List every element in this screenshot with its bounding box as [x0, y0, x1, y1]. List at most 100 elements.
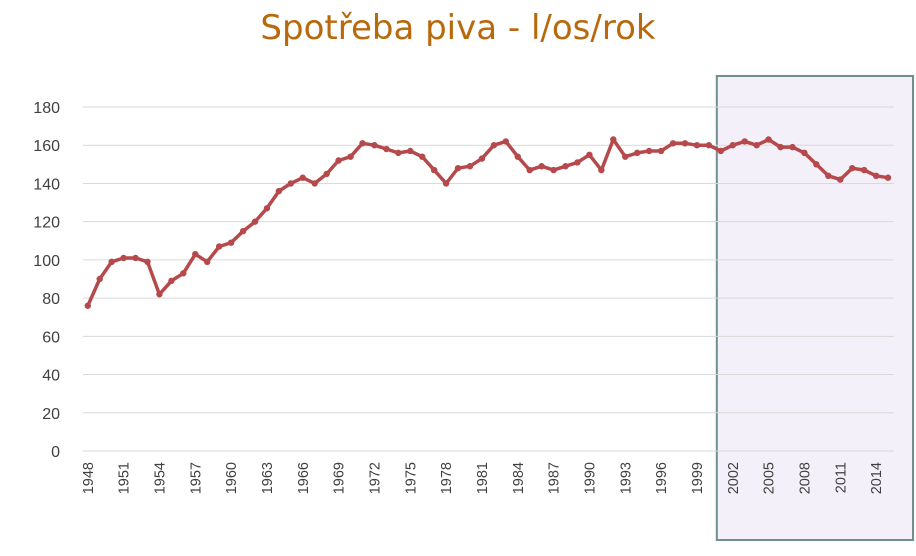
- y-tick-label: 60: [42, 329, 60, 346]
- data-point: [180, 270, 187, 277]
- data-point: [514, 153, 521, 160]
- x-tick-label: 1954: [152, 462, 168, 494]
- data-point: [407, 147, 414, 155]
- data-point: [371, 142, 378, 149]
- x-tick-label: 1978: [439, 462, 455, 494]
- data-point: [442, 180, 450, 187]
- data-point: [323, 170, 330, 178]
- data-point: [872, 172, 880, 179]
- x-tick-label: 1981: [475, 462, 491, 494]
- data-point: [311, 180, 318, 187]
- data-point: [478, 155, 486, 162]
- data-point: [586, 151, 593, 158]
- data-point: [741, 138, 748, 145]
- data-point: [419, 153, 426, 160]
- data-point: [275, 187, 283, 195]
- data-point: [395, 149, 402, 157]
- data-point: [299, 174, 306, 181]
- x-tick-label: 1966: [296, 462, 312, 494]
- y-tick-label: 80: [42, 291, 60, 308]
- y-tick-label: 20: [42, 406, 60, 423]
- data-point: [550, 166, 557, 174]
- x-tick-label: 2011: [833, 462, 849, 493]
- x-tick-label: 1975: [403, 462, 419, 494]
- data-point: [884, 174, 892, 181]
- data-point: [634, 149, 641, 157]
- data-point: [693, 142, 701, 149]
- data-point: [777, 143, 784, 151]
- x-tick-label: 1999: [690, 462, 706, 494]
- data-point: [502, 138, 510, 145]
- x-tick-label: 2008: [797, 462, 813, 494]
- chart-title: Spotřeba piva - l/os/rok: [260, 8, 656, 48]
- x-tick-label: 1993: [618, 462, 634, 494]
- highlight-box: [715, 75, 914, 541]
- x-tick-label: 1960: [224, 462, 240, 494]
- y-tick-label: 120: [33, 215, 60, 232]
- x-tick-label: 1969: [332, 462, 348, 494]
- data-point: [347, 153, 354, 160]
- data-point: [729, 142, 736, 149]
- data-point: [765, 136, 772, 143]
- series-layer: [84, 136, 892, 309]
- data-point: [753, 142, 760, 149]
- data-point: [789, 143, 796, 151]
- y-tick-label: 40: [42, 368, 60, 385]
- data-point: [108, 258, 115, 265]
- y-tick-label: 160: [33, 138, 60, 155]
- x-tick-label: 1951: [117, 462, 133, 494]
- x-tick-label: 1987: [547, 462, 563, 494]
- data-point: [454, 164, 462, 172]
- data-point: [251, 218, 259, 225]
- data-point: [120, 254, 127, 262]
- data-point: [204, 258, 211, 265]
- data-point: [192, 250, 199, 258]
- data-point: [657, 147, 665, 155]
- x-tick-label: 2005: [762, 462, 778, 494]
- data-point: [526, 166, 533, 174]
- data-point: [144, 258, 151, 265]
- data-point: [96, 275, 103, 283]
- data-point: [335, 157, 342, 164]
- data-point: [430, 166, 438, 174]
- data-point: [359, 140, 366, 147]
- data-point: [837, 176, 844, 183]
- x-tick-label: 2002: [726, 462, 742, 494]
- data-point: [168, 277, 175, 285]
- data-point: [598, 166, 605, 174]
- data-point: [263, 205, 271, 212]
- x-tick-label: 1984: [511, 462, 527, 494]
- x-tick-label: 1990: [582, 462, 598, 494]
- data-point: [813, 161, 820, 168]
- data-point: [825, 172, 832, 179]
- data-point: [562, 163, 569, 170]
- x-tick-label: 1963: [260, 462, 276, 494]
- y-axis-ticks: 0 20 40 60 80 100 120 140 160 180: [33, 100, 60, 461]
- data-point: [132, 254, 139, 262]
- data-point: [610, 136, 617, 143]
- data-point: [622, 153, 629, 160]
- data-point: [801, 149, 808, 157]
- data-point: [239, 228, 247, 235]
- data-point: [717, 147, 725, 155]
- data-point: [848, 164, 856, 172]
- x-tick-label: 1957: [188, 462, 204, 494]
- y-tick-label: 0: [51, 444, 60, 461]
- x-tick-label: 1996: [654, 462, 670, 494]
- y-tick-label: 180: [33, 100, 60, 117]
- y-tick-label: 100: [33, 253, 60, 270]
- data-point: [490, 142, 498, 149]
- data-point: [705, 142, 713, 149]
- x-axis-ticks: 1948 1951 1954 1957 1960 1963 1966 1969 1972 1975…: [81, 462, 885, 494]
- data-point: [215, 243, 223, 250]
- data-point: [466, 163, 474, 170]
- x-tick-label: 1972: [367, 462, 383, 494]
- gridlines: [83, 106, 894, 452]
- data-point: [84, 302, 91, 309]
- data-point: [860, 166, 868, 174]
- data-point: [645, 147, 653, 155]
- x-tick-label: 1948: [81, 462, 97, 494]
- data-point: [681, 140, 689, 147]
- data-point: [574, 159, 581, 166]
